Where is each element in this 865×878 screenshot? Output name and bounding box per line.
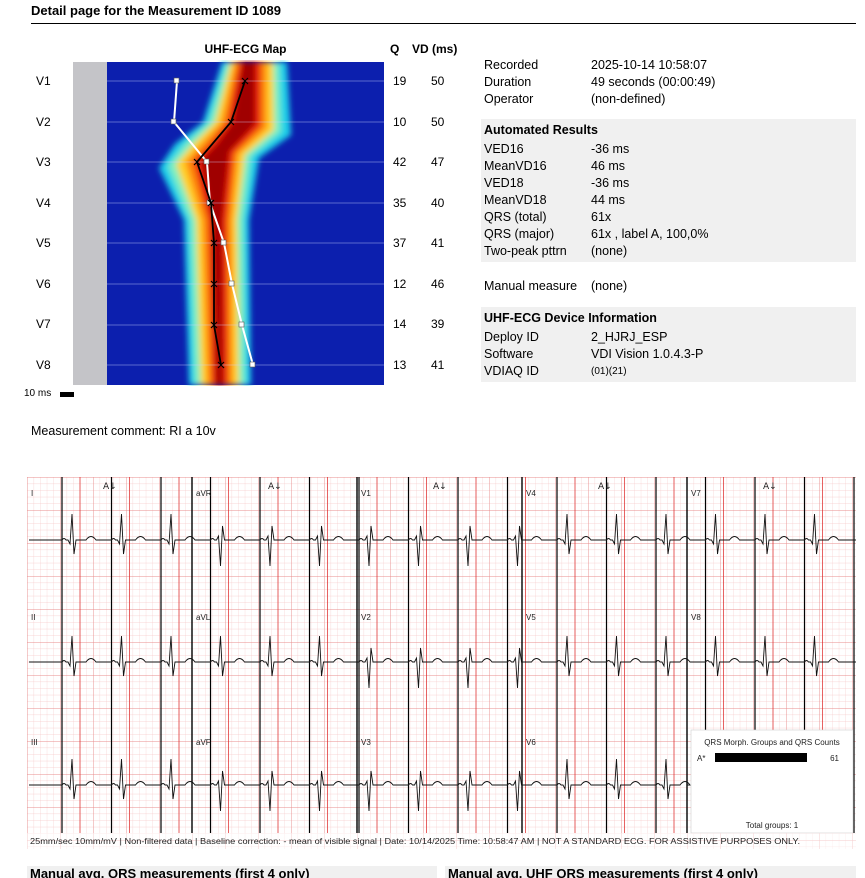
- map-q-value: 42: [393, 155, 407, 169]
- manual-qrs-title: Manual avg. QRS measurements (first 4 on…: [30, 866, 310, 878]
- manual-measure-label: Manual measure: [484, 279, 578, 293]
- map-vd-value: 46: [431, 277, 445, 291]
- automated-results-title: Automated Results: [484, 123, 598, 137]
- manual-qrs-panel: Manual avg. QRS measurements (first 4 on…: [27, 866, 437, 878]
- recording-info: Recorded 2025-10-14 10:58:07 Duration 49 s…: [481, 57, 856, 108]
- map-black-trace: [195, 80, 246, 366]
- map-q-header: Q: [390, 42, 400, 56]
- ecg-lead-label: V2: [361, 613, 371, 622]
- info-row-ved18: VED18 -36 ms: [484, 176, 630, 190]
- map-lead-label: V8: [36, 358, 51, 372]
- automated-results-panel: Automated Results VED16 -36 ms MeanVD16 46…: [481, 119, 856, 262]
- map-lead-label: V1: [36, 74, 51, 88]
- ecg-lead-label: V6: [526, 738, 536, 747]
- ecg-beat-marker: A↓: [598, 482, 612, 492]
- map-q-value: 19: [393, 74, 407, 88]
- map-lead-label: V5: [36, 236, 51, 250]
- info-row-qrs-major: QRS (major) 61x , label A, 100,0%: [484, 227, 709, 241]
- ecg-lead-label: V5: [526, 613, 536, 622]
- ecg-lead-label: V4: [526, 489, 536, 498]
- info-row-ved16: VED16 -36 ms: [484, 142, 630, 156]
- ecg-lead-label: V7: [691, 489, 701, 498]
- map-vd-value: 50: [431, 115, 445, 129]
- info-row-operator: Operator (non-defined): [484, 92, 666, 106]
- ecg-lead-label: V3: [361, 738, 371, 747]
- ecg-strip: I aVR V1 V4 V7 II aVL V2 V5 V8 III aVF V…: [27, 477, 856, 849]
- ecg-trace: [29, 635, 856, 689]
- title-divider: [31, 23, 856, 24]
- qrs-morph-total: Total groups: 1: [746, 821, 799, 830]
- ecg-lead-label: aVF: [196, 738, 211, 747]
- ecg-lead-label: I: [31, 489, 33, 498]
- map-lead-label: V4: [36, 196, 51, 210]
- info-row-meanvd16: MeanVD16 46 ms: [484, 159, 626, 173]
- manual-measure: Manual measure (none): [481, 278, 856, 295]
- qrs-morph-title: QRS Morph. Groups and QRS Counts: [704, 738, 840, 747]
- ecg-lead-label: III: [31, 738, 38, 747]
- info-row-recorded: Recorded 2025-10-14 10:58:07: [484, 58, 708, 72]
- qrs-morph-box: QRS Morph. Groups and QRS Counts A* 61 T…: [690, 729, 854, 834]
- ecg-lead-label: V1: [361, 489, 371, 498]
- measurement-comment: Measurement comment: RI a 10v: [31, 424, 216, 438]
- map-q-value: 37: [393, 236, 407, 250]
- map-vd-value: 47: [431, 155, 445, 169]
- ecg-beat-marker: A↓: [103, 482, 117, 492]
- map-vd-value: 41: [431, 236, 445, 250]
- ecg-beat-marker: A↓: [433, 482, 447, 492]
- map-title: UHF-ECG Map: [204, 42, 287, 56]
- map-lead-label: V7: [36, 317, 51, 331]
- device-info-title: UHF-ECG Device Information: [484, 311, 657, 325]
- map-white-trace: [172, 80, 254, 366]
- map-q-value: 14: [393, 317, 407, 331]
- map-vd-value: 40: [431, 196, 445, 210]
- map-gray-column: [73, 62, 107, 385]
- map-scale-label: 10 ms: [24, 388, 52, 399]
- ecg-lead-label: aVL: [196, 613, 211, 622]
- manual-uhf-panel: Manual avg. UHF QRS measurements (first …: [445, 866, 856, 878]
- map-vd-value: 39: [431, 317, 445, 331]
- manual-uhf-title: Manual avg. UHF QRS measurements (first …: [448, 866, 758, 878]
- ecg-footer: 25mm/sec 10mm/mV | Non-filtered data | B…: [30, 837, 800, 846]
- map-scale-bar: [60, 392, 74, 397]
- ecg-lead-label: V8: [691, 613, 701, 622]
- map-lead-label: V2: [36, 115, 51, 129]
- ecg-trace: [29, 758, 691, 812]
- info-row-vdiaq-id: VDIAQ ID (01)(21): [484, 364, 627, 378]
- info-row-two-peak: Two-peak pttrn (none): [484, 244, 628, 258]
- qrs-morph-group-count: 61: [830, 754, 839, 763]
- uhf-ecg-map: [73, 62, 384, 385]
- info-row-deploy-id: Deploy ID 2_HJRJ_ESP: [484, 330, 668, 344]
- ecg-beat-marker: A↓: [268, 482, 282, 492]
- qrs-morph-group-label: A*: [697, 754, 705, 763]
- info-row-duration: Duration 49 seconds (00:00:49): [484, 75, 716, 89]
- map-lead-label: V3: [36, 155, 51, 169]
- map-q-value: 35: [393, 196, 407, 210]
- manual-measure-value: (none): [591, 279, 628, 293]
- page-title: Detail page for the Measurement ID 1089: [31, 3, 281, 18]
- map-q-value: 12: [393, 277, 407, 291]
- map-q-value: 13: [393, 358, 407, 372]
- map-lead-label: V6: [36, 277, 51, 291]
- info-row-meanvd18: MeanVD18 44 ms: [484, 193, 626, 207]
- map-vd-value: 50: [431, 74, 445, 88]
- ecg-trace: [29, 513, 856, 567]
- device-info-panel: UHF-ECG Device Information Deploy ID 2_HJ…: [481, 307, 856, 382]
- ecg-lead-label: aVR: [196, 489, 212, 498]
- map-vd-value: 41: [431, 358, 445, 372]
- map-vd-header: VD (ms): [412, 42, 458, 56]
- qrs-morph-group-bar: [715, 753, 807, 762]
- info-row-qrs-total: QRS (total) 61x: [484, 210, 612, 224]
- ecg-lead-label: II: [31, 613, 35, 622]
- ecg-beat-marker: A↓: [763, 482, 777, 492]
- info-row-software: Software VDI Vision 1.0.4.3-P: [484, 347, 704, 361]
- map-q-value: 10: [393, 115, 407, 129]
